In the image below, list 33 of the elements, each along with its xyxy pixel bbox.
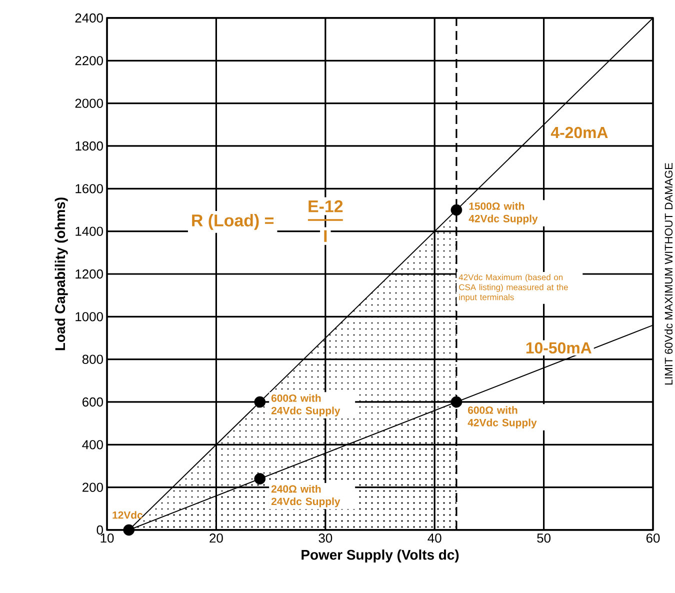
annotation: E-12 — [308, 200, 343, 212]
series-label: 4-20mA — [550, 126, 608, 138]
x-axis-title: Power Supply (Volts dc) — [302, 550, 459, 563]
annotation: 600Ω with 42Vdc Supply — [468, 406, 537, 428]
y-tick-label: 1800 — [76, 141, 103, 151]
y-tick-label: 200 — [82, 482, 103, 492]
x-tick-label: 30 — [318, 534, 332, 543]
y-tick-label: 2400 — [75, 13, 103, 23]
annotation: R (Load) = — [192, 214, 274, 230]
x-tick-label: 40 — [428, 534, 442, 543]
series-label: 10-50mA — [526, 342, 592, 354]
annotation: 1500Ω with 42Vdc Supply — [468, 202, 538, 224]
ref-line-label: 42Vdc Maximum (based on CSA listing) measured at the input terminals — [458, 274, 568, 302]
x-tick-label: 60 — [646, 534, 660, 543]
y-tick-label: 400 — [82, 440, 103, 450]
y-tick-label: 2200 — [75, 56, 103, 66]
y-tick-label: 0 — [96, 525, 103, 535]
y-tick-label: 2000 — [75, 98, 103, 108]
annotation: 240Ω with 24Vdc Supply — [271, 484, 340, 508]
y-tick-label: 1200 — [76, 269, 103, 279]
annotation: I — [324, 230, 327, 242]
text: LIMIT 60Vdc MAXIMUM WITHOUT DAMAGE — [664, 163, 673, 385]
x-tick-label: 10 — [100, 534, 114, 543]
y-tick-label: 600 — [82, 397, 103, 407]
y-tick-label: 1400 — [76, 226, 103, 236]
y-axis-title: Load Capability (ohms) — [54, 198, 68, 350]
x-tick-label: 20 — [210, 534, 223, 543]
y-tick-label: 1600 — [76, 184, 103, 194]
y-tick-label: 800 — [82, 354, 103, 364]
annotation: 12Vdc — [112, 511, 143, 519]
x-tick-label: 50 — [537, 534, 551, 543]
annotation: 600Ω with 24Vdc Supply — [271, 394, 340, 416]
y-tick-label: 1000 — [76, 312, 103, 322]
